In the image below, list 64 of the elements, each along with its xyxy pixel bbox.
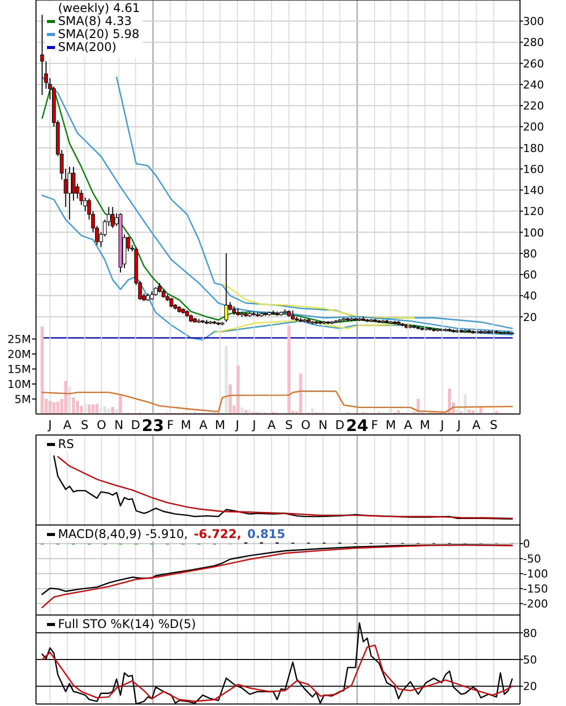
x-tick-label: F bbox=[371, 418, 378, 432]
y-tick-label: 50 bbox=[523, 654, 537, 666]
chart-title: (weekly) 4.61 bbox=[58, 1, 140, 15]
legend-label: SMA(8) 4.33 bbox=[58, 14, 132, 28]
x-tick-label: J bbox=[456, 418, 461, 432]
x-tick-label: A bbox=[267, 418, 276, 432]
y-tick-label: 300 bbox=[523, 15, 544, 28]
y-tick-label: 60 bbox=[523, 268, 537, 282]
y-tick-label: 200 bbox=[523, 120, 544, 134]
y-tick-label: 0 bbox=[523, 538, 530, 551]
x-tick-label: M bbox=[420, 418, 430, 432]
y-tick-label: 20 bbox=[523, 680, 537, 694]
x-tick-label: O bbox=[300, 418, 310, 432]
y-tick-label: 220 bbox=[523, 100, 544, 113]
x-tick-label: S bbox=[490, 418, 498, 432]
series-label: 0.815 bbox=[247, 527, 286, 541]
x-tick-label: 23 bbox=[142, 416, 164, 435]
y-tick-label: 5M bbox=[14, 393, 31, 406]
y-tick-label: 140 bbox=[523, 184, 544, 198]
x-tick-label: 24 bbox=[346, 416, 368, 435]
x-tick-label: J bbox=[251, 418, 256, 432]
y-tick-label: 80 bbox=[523, 626, 537, 640]
legend-label: SMA(200) bbox=[58, 40, 116, 54]
y-tick-label: -150 bbox=[523, 582, 548, 596]
y-tick-label: 25M bbox=[8, 333, 31, 346]
x-tick-label: A bbox=[404, 418, 413, 432]
x-tick-label: A bbox=[63, 418, 72, 432]
y-tick-label: -100 bbox=[523, 568, 548, 581]
y-tick-label: 240 bbox=[523, 78, 544, 92]
x-tick-label: S bbox=[285, 418, 293, 432]
x-tick-label: A bbox=[472, 418, 482, 432]
x-tick-label: D bbox=[335, 418, 344, 432]
y-tick-label: 10M bbox=[8, 378, 31, 391]
series-label: -6.722, bbox=[194, 527, 242, 541]
x-tick-label: M bbox=[386, 418, 396, 432]
legend-label: MACD(8,40,9) -5.910, bbox=[58, 527, 188, 541]
x-tick-label: S bbox=[80, 418, 88, 432]
y-tick-label: 260 bbox=[523, 57, 544, 70]
y-tick-label: 280 bbox=[523, 36, 544, 50]
y-tick-label: 20 bbox=[523, 310, 537, 324]
y-tick-label: 180 bbox=[523, 142, 544, 155]
y-tick-label: -200 bbox=[523, 598, 548, 611]
y-tick-label: 15M bbox=[8, 363, 31, 376]
y-tick-label: 160 bbox=[523, 162, 544, 176]
y-tick-label: 20M bbox=[8, 348, 31, 361]
y-tick-label: 40 bbox=[523, 290, 537, 303]
y-tick-label: -50 bbox=[523, 552, 541, 566]
x-tick-label: D bbox=[130, 418, 140, 432]
x-tick-label: J bbox=[234, 418, 240, 432]
legend-label: Full STO %K(14) %D(5) bbox=[58, 617, 196, 631]
x-tick-label: J bbox=[439, 418, 444, 432]
y-tick-label: 80 bbox=[523, 247, 537, 260]
x-tick-label: J bbox=[47, 418, 52, 432]
x-tick-label: M bbox=[214, 418, 226, 432]
x-tick-label: N bbox=[114, 418, 124, 432]
legend-label: SMA(20) 5.98 bbox=[58, 27, 140, 41]
x-tick-label: M bbox=[180, 418, 192, 432]
y-tick-label: 120 bbox=[523, 205, 544, 218]
x-tick-label: O bbox=[96, 418, 106, 432]
legend-label: RS bbox=[58, 437, 74, 451]
x-tick-label: F bbox=[166, 418, 174, 432]
x-tick-label: N bbox=[318, 418, 328, 432]
y-tick-label: 100 bbox=[523, 226, 544, 240]
x-tick-label: A bbox=[199, 418, 208, 432]
